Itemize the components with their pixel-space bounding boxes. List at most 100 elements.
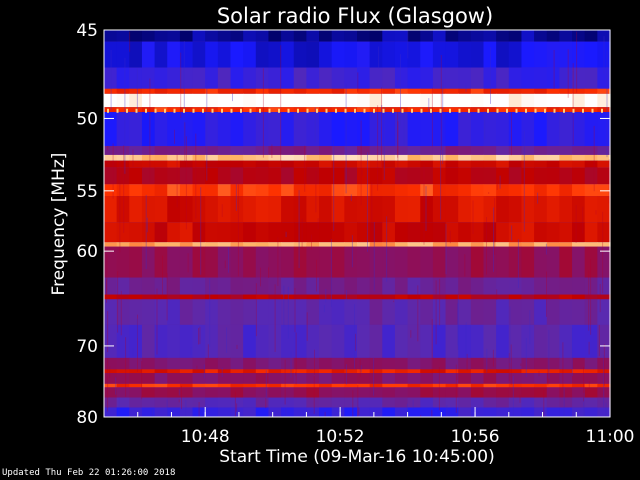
- heatmap-cell: [293, 67, 307, 89]
- heatmap-cell: [382, 88, 396, 94]
- heatmap-cell: [154, 184, 168, 197]
- heatmap-cell: [179, 246, 194, 278]
- heatmap-cell: [154, 196, 168, 223]
- heatmap-cell: [268, 30, 282, 42]
- heatmap-cell: [382, 146, 396, 155]
- heatmap-cell: [407, 324, 421, 358]
- heatmap-cell: [281, 160, 295, 168]
- heatmap-cell: [483, 154, 497, 161]
- heatmap-cell: [572, 373, 586, 384]
- band-marker: [354, 108, 356, 113]
- heatmap-cell: [205, 154, 219, 161]
- band-marker: [373, 108, 375, 113]
- heatmap-cell: [255, 294, 270, 300]
- heatmap-cell: [116, 242, 130, 247]
- heatmap-cell: [129, 160, 143, 168]
- heatmap-cell: [281, 373, 295, 384]
- heatmap-cell: [281, 30, 295, 42]
- heatmap-cell: [470, 357, 485, 370]
- heatmap-cell: [382, 407, 396, 417]
- heatmap-cell: [344, 242, 358, 247]
- heatmap-cell: [179, 196, 194, 223]
- heatmap-cell: [167, 146, 181, 155]
- heatmap-cell: [357, 383, 371, 388]
- heatmap-cell: [293, 184, 307, 197]
- heatmap-cell: [382, 160, 396, 168]
- heatmap-cell: [217, 41, 232, 68]
- heatmap-cell: [104, 107, 118, 113]
- heatmap-cell: [331, 222, 345, 243]
- heatmap-cell: [230, 93, 244, 108]
- heatmap-cell: [141, 30, 156, 42]
- heatmap-cell: [394, 407, 409, 417]
- heatmap-cell: [597, 167, 611, 185]
- heatmap-band: [104, 324, 611, 358]
- heatmap-cell: [394, 184, 409, 197]
- heatmap-cell: [357, 146, 371, 155]
- heatmap-cell: [445, 93, 459, 108]
- heatmap-cell: [496, 369, 510, 373]
- heatmap-cell: [268, 160, 282, 168]
- heatmap-cell: [331, 397, 345, 408]
- band-marker: [430, 108, 432, 113]
- heatmap-cell: [470, 41, 485, 68]
- heatmap-cell: [470, 30, 485, 42]
- heatmap-cell: [344, 30, 358, 42]
- heatmap-cell: [521, 112, 535, 147]
- heatmap-cell: [331, 184, 345, 197]
- heatmap-cell: [534, 112, 548, 147]
- heatmap-cell: [407, 93, 421, 108]
- heatmap-cell: [534, 242, 548, 247]
- heatmap-band: [104, 167, 611, 185]
- heatmap-cell: [217, 93, 232, 108]
- heatmap-cell: [116, 93, 130, 108]
- heatmap-cell: [116, 67, 130, 89]
- heatmap-cell: [230, 294, 244, 300]
- heatmap-cell: [306, 30, 320, 42]
- heatmap-cell: [167, 407, 181, 417]
- heatmap-cell: [496, 112, 510, 147]
- heatmap-cell: [597, 294, 611, 300]
- heatmap-cell: [179, 167, 194, 185]
- heatmap-cell: [483, 41, 497, 68]
- heatmap-cell: [394, 242, 409, 247]
- heatmap-cell: [154, 242, 168, 247]
- heatmap-cell: [357, 357, 371, 370]
- heatmap-cell: [546, 160, 560, 168]
- band-marker: [582, 108, 584, 113]
- heatmap-cell: [268, 88, 282, 94]
- heatmap-cell: [167, 242, 181, 247]
- heatmap-cell: [546, 146, 560, 155]
- heatmap-cell: [243, 246, 257, 278]
- heatmap-cell: [369, 196, 383, 223]
- heatmap-cell: [357, 112, 371, 147]
- heatmap-cell: [129, 88, 143, 94]
- heatmap-cell: [559, 30, 573, 42]
- heatmap-cell: [243, 407, 257, 417]
- heatmap-cell: [268, 373, 282, 384]
- heatmap-cell: [496, 67, 510, 89]
- heatmap-cell: [432, 357, 447, 370]
- heatmap-cell: [572, 146, 586, 155]
- heatmap-cell: [281, 88, 295, 94]
- heatmap-cell: [281, 369, 295, 373]
- heatmap-cell: [546, 299, 560, 325]
- heatmap-cell: [141, 246, 156, 278]
- heatmap-cell: [546, 112, 560, 147]
- heatmap-cell: [205, 357, 219, 370]
- heatmap-cell: [179, 107, 194, 113]
- heatmap-cell: [508, 387, 523, 398]
- heatmap-cell: [546, 324, 560, 358]
- heatmap-cell: [559, 387, 573, 398]
- heatmap-cell: [331, 167, 345, 185]
- heatmap-cell: [179, 93, 194, 108]
- heatmap-cell: [154, 387, 168, 398]
- heatmap-cell: [331, 154, 345, 161]
- heatmap-cell: [483, 93, 497, 108]
- heatmap-cell: [344, 373, 358, 384]
- heatmap-cell: [230, 167, 244, 185]
- heatmap-cell: [344, 294, 358, 300]
- heatmap-cell: [597, 369, 611, 373]
- heatmap-cell: [521, 196, 535, 223]
- heatmap-cell: [458, 41, 472, 68]
